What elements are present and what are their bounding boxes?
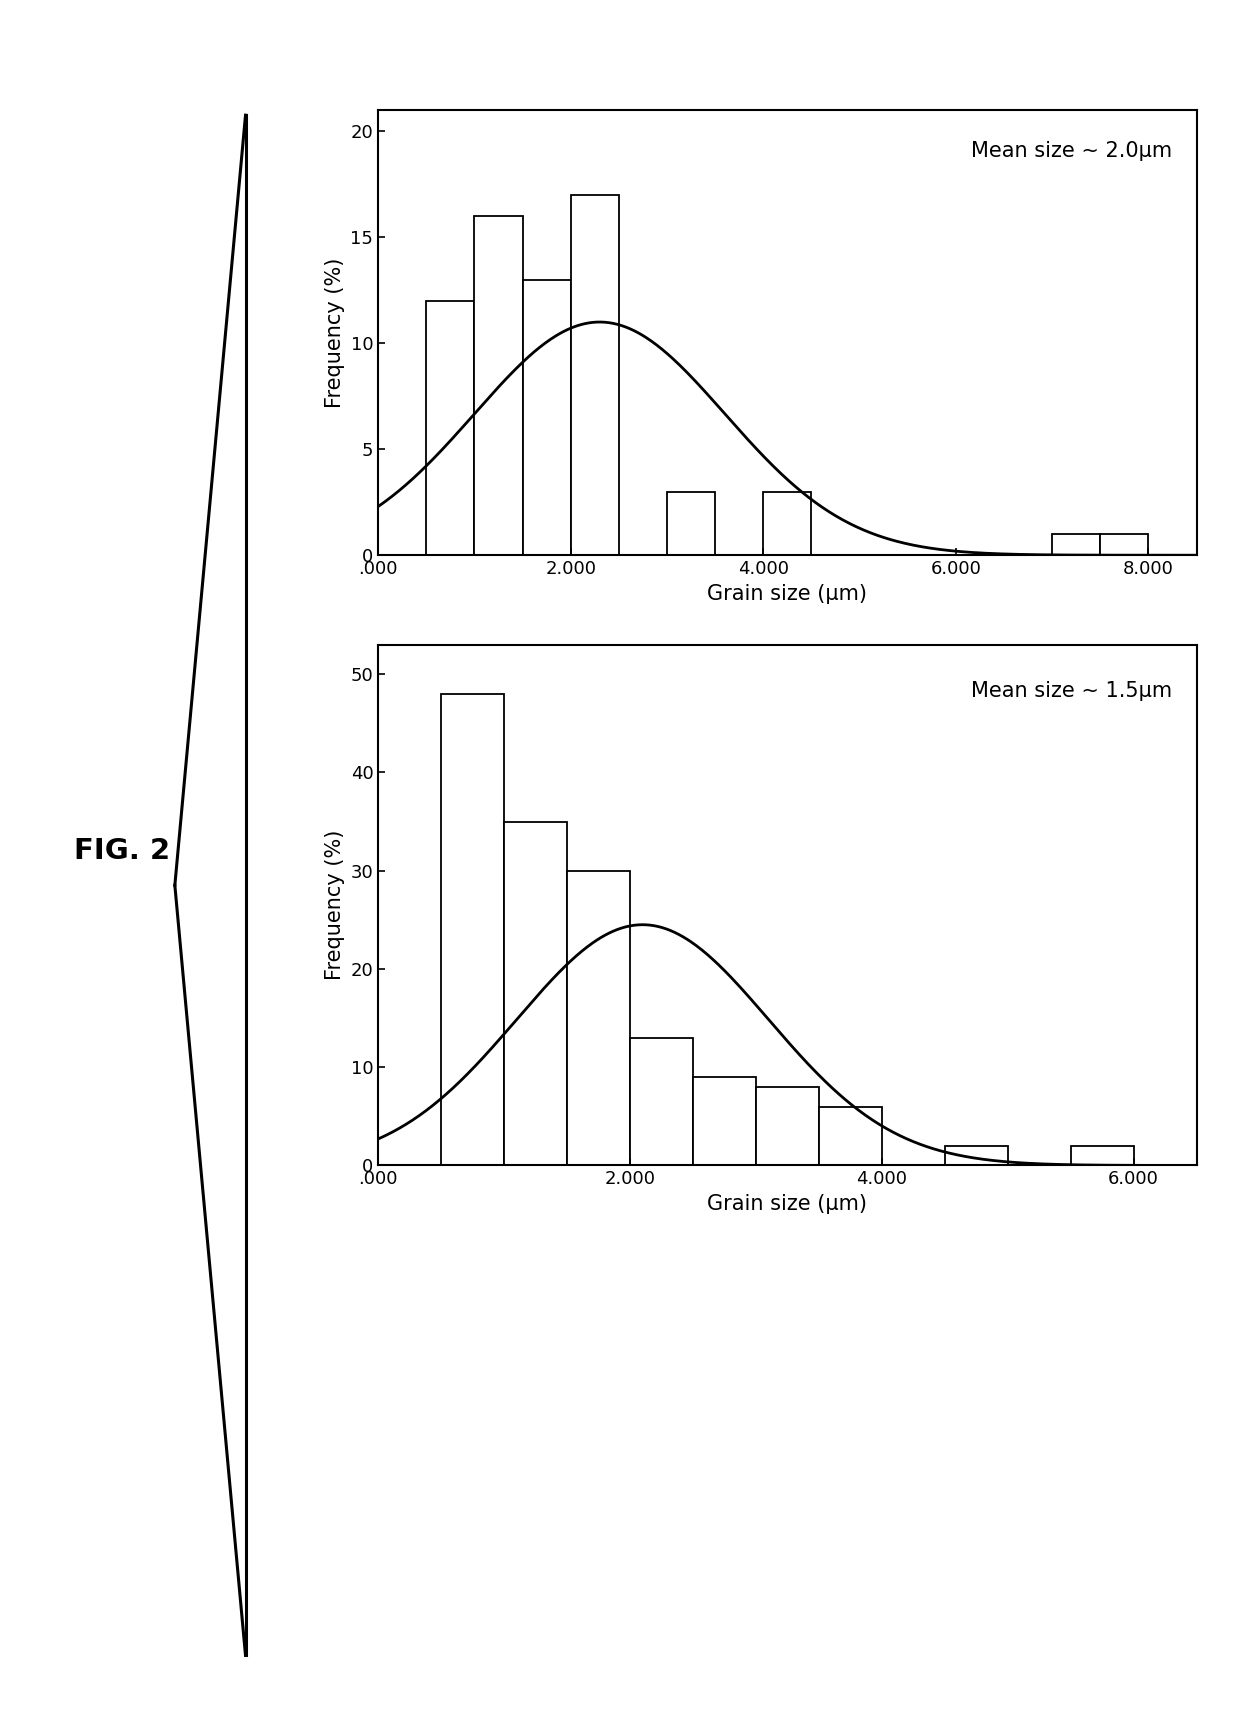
Bar	[1053, 535, 1100, 555]
Bar	[667, 492, 715, 555]
X-axis label: Grain size (μm): Grain size (μm)	[707, 584, 868, 603]
Bar	[441, 694, 505, 1165]
Bar	[427, 301, 475, 555]
Bar	[818, 1107, 882, 1165]
Bar	[475, 217, 522, 555]
Text: Mean size ~ 1.5μm: Mean size ~ 1.5μm	[971, 681, 1172, 701]
Bar	[693, 1078, 756, 1165]
Bar	[567, 870, 630, 1165]
Bar	[630, 1038, 693, 1165]
Bar	[522, 280, 570, 555]
Bar	[570, 194, 619, 555]
Bar	[1070, 1147, 1133, 1165]
Text: FIG. 2: FIG. 2	[74, 837, 171, 865]
Bar	[505, 822, 567, 1165]
Bar	[756, 1086, 818, 1165]
Text: Mean size ~ 2.0μm: Mean size ~ 2.0μm	[971, 141, 1172, 162]
X-axis label: Grain size (μm): Grain size (μm)	[707, 1195, 868, 1214]
Y-axis label: Frequency (%): Frequency (%)	[325, 258, 345, 407]
Bar	[1100, 535, 1148, 555]
Bar	[764, 492, 811, 555]
Bar	[945, 1147, 1008, 1165]
Y-axis label: Frequency (%): Frequency (%)	[325, 830, 345, 980]
